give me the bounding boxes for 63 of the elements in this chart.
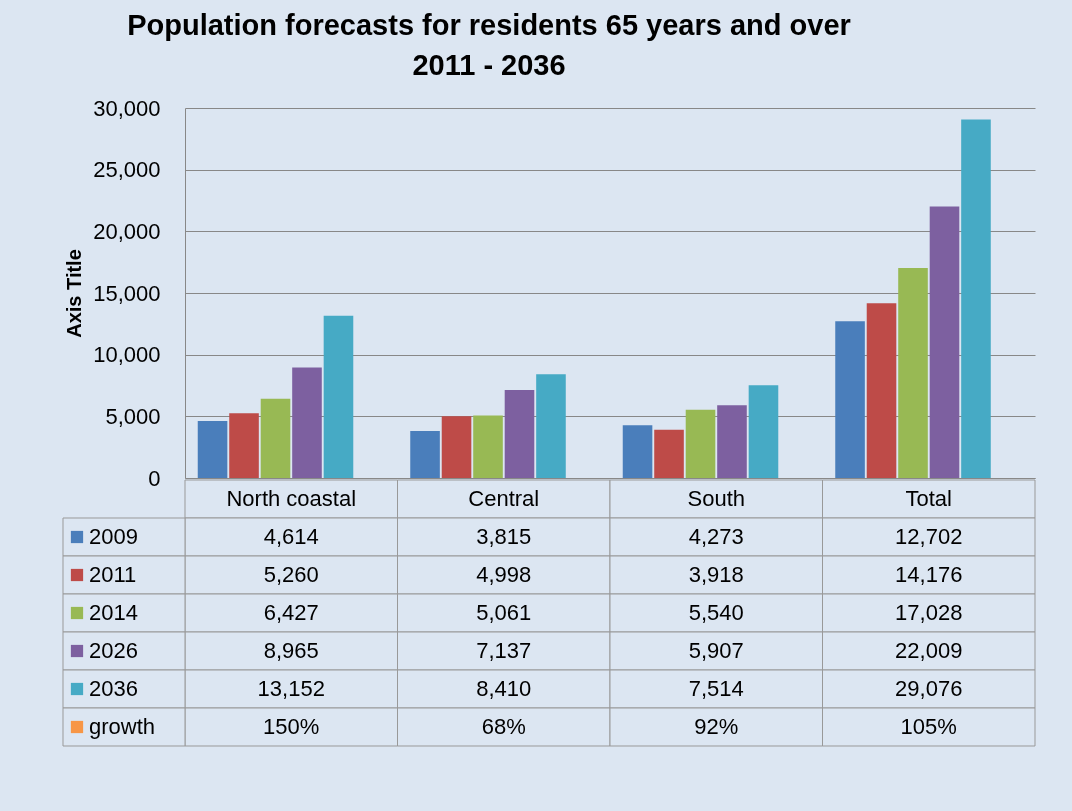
data-label: 5,907 [688, 638, 744, 663]
bar [685, 409, 716, 478]
data-label: 68% [481, 714, 526, 739]
data-label: 8,965 [263, 638, 319, 663]
x-tick-label: Central [468, 486, 540, 511]
bar [622, 425, 653, 478]
data-label: 13,152 [257, 676, 325, 701]
y-tick-label: 0 [148, 465, 161, 491]
bar [229, 413, 259, 478]
legend-label: 2009 [89, 524, 138, 549]
data-label: 5,540 [688, 600, 744, 625]
data-label: 4,614 [263, 524, 319, 549]
legend-label: growth [89, 714, 156, 739]
legend-label: 2011 [89, 562, 137, 587]
legend-label: 2036 [89, 676, 138, 701]
data-label: 5,061 [476, 600, 532, 625]
bar [898, 267, 928, 478]
y-tick-label: 15,000 [93, 280, 161, 306]
data-label: 12,702 [895, 524, 963, 549]
data-label: 105% [900, 714, 957, 739]
bar [504, 389, 535, 478]
bar [410, 430, 440, 478]
bar [197, 421, 228, 478]
bar [260, 398, 291, 478]
legend-label: 2026 [89, 638, 138, 663]
data-label: 3,815 [476, 524, 532, 549]
y-tick-label: 20,000 [93, 218, 161, 244]
bar [323, 315, 354, 478]
data-label: 4,273 [688, 524, 744, 549]
bar [441, 416, 472, 478]
y-tick-label: 5,000 [105, 403, 161, 429]
bar [835, 321, 865, 478]
y-tick-label: 25,000 [93, 157, 161, 183]
y-tick-label: 10,000 [93, 342, 161, 368]
x-tick-label: South [687, 486, 745, 511]
x-tick-label: Total [905, 486, 952, 511]
data-label: 150% [263, 714, 320, 739]
data-label: 7,514 [688, 676, 744, 701]
data-label: 4,998 [476, 562, 532, 587]
y-tick-label: 30,000 [93, 95, 161, 121]
bar [866, 303, 897, 478]
bar [473, 415, 503, 478]
data-label: 29,076 [895, 676, 963, 701]
chart-title: Population forecasts for residents 65 years and over 2011 - 2036 [127, 9, 851, 81]
y-axis-title: Axis Title [63, 249, 86, 338]
bar [536, 374, 566, 478]
bar [654, 429, 684, 478]
bar [717, 405, 747, 478]
data-label: 8,410 [476, 676, 532, 701]
data-label: 92% [694, 714, 739, 739]
data-label: 7,137 [476, 638, 532, 663]
data-label: 22,009 [895, 638, 963, 663]
legend-label: 2014 [89, 600, 138, 625]
bar [292, 367, 322, 478]
x-tick-label: North coastal [226, 486, 357, 511]
data-label: 3,918 [688, 562, 744, 587]
data-label: 5,260 [263, 562, 319, 587]
bar [748, 385, 779, 478]
data-label: 14,176 [895, 562, 963, 587]
data-label: 6,427 [263, 600, 319, 625]
data-label: 17,028 [895, 600, 963, 625]
bar [961, 119, 991, 478]
bar [929, 206, 960, 478]
